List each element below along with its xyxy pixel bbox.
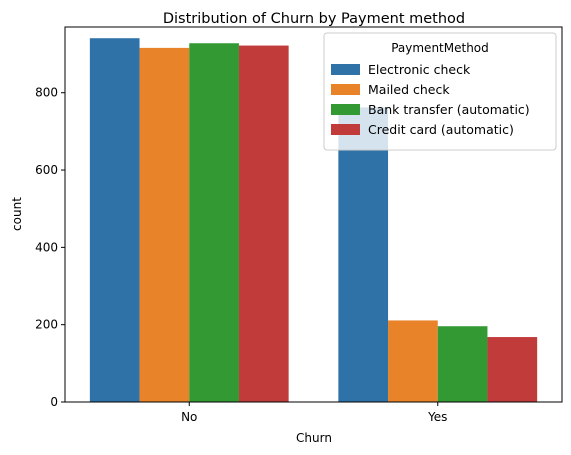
legend-label: Mailed check bbox=[368, 82, 450, 97]
bar-bank-transfer-automatic-no bbox=[189, 43, 239, 402]
legend-label: Electronic check bbox=[368, 62, 471, 77]
legend-swatch bbox=[331, 64, 360, 75]
chart-title: Distribution of Churn by Payment method bbox=[163, 11, 465, 27]
bar-mailed-check-no bbox=[140, 48, 190, 402]
legend-title: PaymentMethod bbox=[391, 41, 489, 55]
x-tick-label-yes: Yes bbox=[427, 410, 447, 424]
y-axis-label: count bbox=[10, 197, 24, 231]
y-tick-label: 400 bbox=[35, 240, 58, 254]
y-tick-label: 600 bbox=[35, 163, 58, 177]
bar-electronic-check-yes bbox=[338, 107, 388, 402]
legend-label: Bank transfer (automatic) bbox=[368, 102, 530, 117]
legend-label: Credit card (automatic) bbox=[368, 122, 514, 137]
legend-swatch bbox=[331, 84, 360, 95]
legend: PaymentMethod Electronic check Mailed che… bbox=[324, 33, 556, 150]
bar-mailed-check-yes bbox=[388, 320, 438, 402]
x-axis: No Yes bbox=[181, 402, 447, 424]
y-tick-label: 0 bbox=[50, 395, 58, 409]
x-axis-label: Churn bbox=[296, 431, 332, 445]
y-tick-label: 200 bbox=[35, 318, 58, 332]
bar-credit-card-automatic-no bbox=[239, 46, 289, 402]
y-axis: 0 200 400 600 800 bbox=[35, 86, 65, 409]
legend-swatch bbox=[331, 104, 360, 115]
bar-credit-card-automatic-yes bbox=[487, 337, 537, 402]
bar-bank-transfer-automatic-yes bbox=[438, 326, 488, 402]
legend-swatch bbox=[331, 124, 360, 135]
x-tick-label-no: No bbox=[181, 410, 197, 424]
y-tick-label: 800 bbox=[35, 86, 58, 100]
bar-electronic-check-no bbox=[90, 38, 140, 402]
